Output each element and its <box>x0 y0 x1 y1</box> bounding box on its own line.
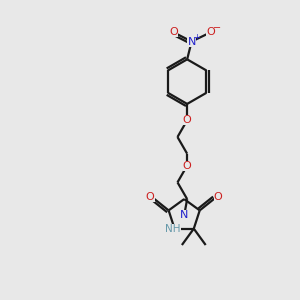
Text: O: O <box>183 160 191 171</box>
Text: N: N <box>188 37 196 46</box>
Text: −: − <box>213 23 221 33</box>
Text: +: + <box>193 33 200 42</box>
Text: O: O <box>169 27 178 37</box>
Text: N: N <box>180 210 188 220</box>
Text: O: O <box>183 115 191 125</box>
Text: O: O <box>214 192 223 202</box>
Text: O: O <box>206 27 215 37</box>
Text: NH: NH <box>165 224 181 234</box>
Text: O: O <box>146 192 154 202</box>
